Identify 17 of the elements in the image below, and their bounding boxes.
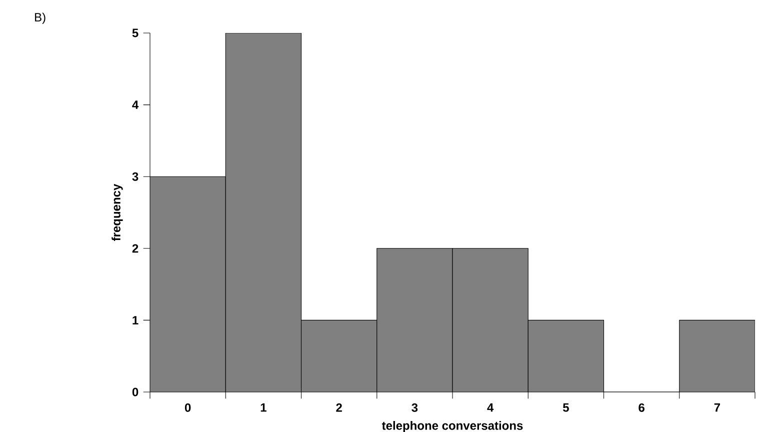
x-tick-label: 6 [638,403,644,412]
y-tick-label: 1 [132,316,138,324]
x-tick-label: 4 [487,403,494,412]
x-tick-label: 5 [562,403,569,412]
text: B) [35,12,46,24]
x-tick-label: 1 [260,403,266,412]
y-tick-label: 4 [132,100,139,109]
y-tick-label: 0 [132,388,138,396]
x-tick-label: 2 [336,403,342,412]
y-tick-label: 3 [132,172,138,181]
x-tick-label: 3 [412,403,418,412]
x-tick-label: 0 [184,403,191,412]
x-tick-label: 7 [714,403,720,412]
y-tick-label: 5 [132,28,138,38]
y-tick-label: 2 [132,244,138,253]
x-axis-title: telephone conversations [382,421,523,432]
y-axis-title: frequency [112,184,123,241]
